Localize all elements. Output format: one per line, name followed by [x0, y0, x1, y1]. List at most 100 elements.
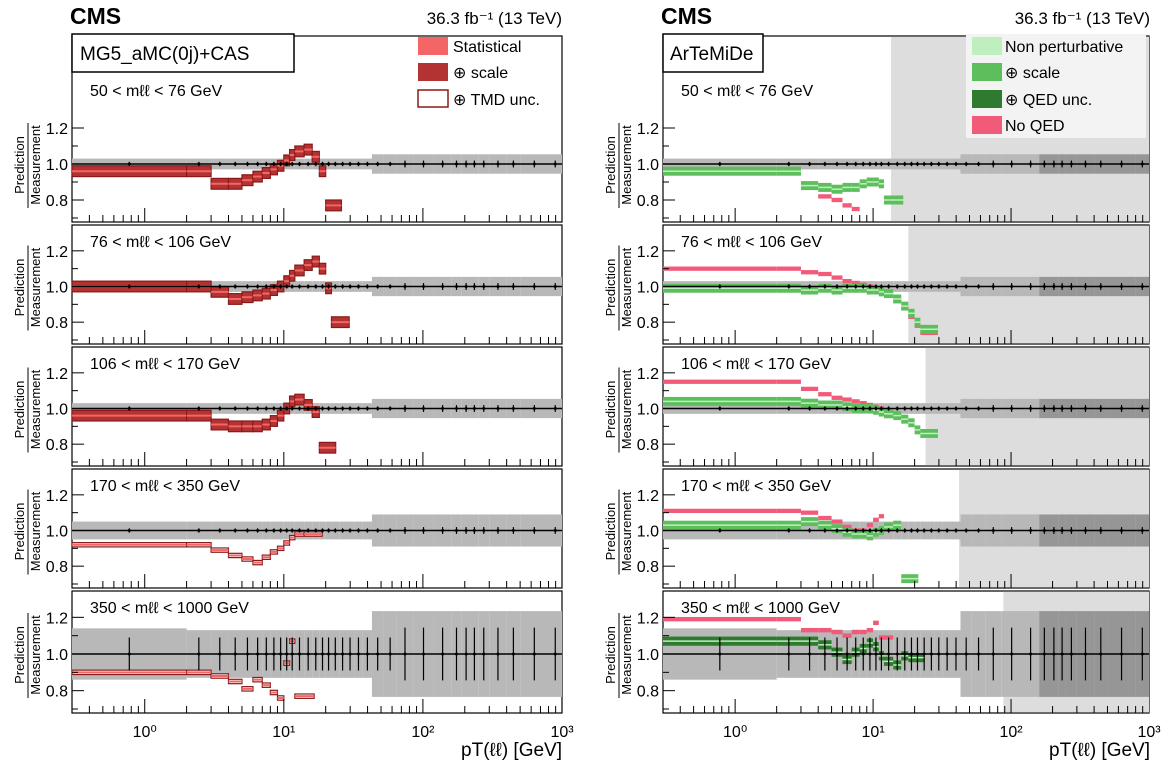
measurement-point [482, 652, 486, 656]
noqed-box [873, 517, 879, 522]
measurement-point [376, 285, 380, 288]
measurement-point [464, 652, 468, 656]
measurement-point [903, 285, 907, 288]
measurement-point [929, 285, 933, 288]
measurement-point [868, 529, 872, 532]
measurement-point [306, 162, 310, 166]
measurement-point [808, 529, 812, 532]
measurement-point [441, 652, 445, 656]
measurement-point [874, 407, 878, 410]
measurement-point [991, 407, 995, 410]
measurement-point [197, 652, 201, 656]
measurement-point [279, 407, 283, 410]
measurement-point [218, 407, 222, 410]
measurement-point [496, 529, 500, 532]
noqed-box [842, 633, 852, 638]
measurement-point [348, 652, 352, 656]
measurement-point [264, 529, 268, 532]
measurement-point [233, 162, 237, 166]
x-tick-label: 10³ [1137, 724, 1161, 741]
measurement-point [422, 162, 426, 166]
measurement-point [808, 652, 812, 656]
measurement-point [1010, 285, 1014, 288]
measurement-point [256, 652, 260, 656]
measurement-point [1069, 529, 1073, 532]
measurement-point [977, 652, 981, 656]
measurement-point [403, 162, 407, 166]
measurement-point [1099, 529, 1103, 532]
cms-label-left: CMS [70, 3, 121, 29]
measurement-point [861, 407, 865, 410]
measurement-point [787, 529, 791, 532]
y-tick-label: 0.8 [637, 684, 659, 701]
measurement-point [264, 652, 268, 656]
measurement-point [218, 285, 222, 288]
x-tick-label: 10³ [550, 724, 574, 741]
measurement-point [511, 162, 515, 166]
measurement-point [441, 162, 445, 166]
legend-statistical-swatch [418, 37, 448, 55]
measurement-point [403, 529, 407, 532]
measurement-point [1099, 162, 1103, 166]
legend-nonpert-swatch [972, 37, 1002, 55]
measurement-point [454, 285, 458, 288]
measurement-point [1029, 529, 1033, 532]
measurement-point [553, 529, 557, 532]
measurement-point [376, 407, 380, 410]
measurement-point [915, 407, 919, 410]
measurement-point [1083, 407, 1087, 410]
measurement-point [245, 652, 249, 656]
measurement-point [279, 285, 283, 288]
measurement-point [321, 529, 325, 532]
ylabel-numerator: Prediction [603, 503, 618, 561]
measurement-point [1120, 285, 1124, 288]
noqed-box [663, 616, 777, 622]
mass-range-label: 170 < mℓℓ < 350 GeV [681, 478, 831, 495]
measurement-point [285, 652, 289, 656]
measurement-point [861, 652, 865, 656]
y-tick-label: 1.2 [46, 244, 68, 261]
measurement-point [365, 529, 369, 532]
noqed-box [818, 392, 832, 397]
panel-2: 0.8 1.0 1.2 76 < mℓℓ < 106 GeV Prediction Mea… [12, 224, 563, 345]
measurement-point [861, 162, 865, 166]
measurement-point [403, 652, 407, 656]
measurement-point [388, 529, 392, 532]
measurement-point [314, 162, 318, 166]
x-tick-label: 10¹ [272, 724, 295, 741]
measurement-point [945, 529, 949, 532]
y-tick-label: 0.8 [637, 193, 659, 210]
legend-qed: ⊕ QED unc. [1005, 92, 1092, 109]
measurement-point [915, 652, 919, 656]
noqed-box [842, 524, 852, 530]
ylabel-numerator: Prediction [12, 626, 27, 684]
measurement-point [290, 529, 294, 532]
y-tick-label: 0.8 [46, 437, 68, 454]
noqed-box [878, 514, 885, 519]
measurement-point [356, 285, 360, 288]
measurement-point [903, 529, 907, 532]
measurement-point [422, 285, 426, 288]
measurement-point [922, 652, 926, 656]
measurement-point [823, 529, 827, 532]
measurement-point [909, 162, 913, 166]
measurement-point [964, 407, 968, 410]
measurement-point [290, 162, 294, 166]
measurement-point [1029, 407, 1033, 410]
legend-scale-right: ⊕ scale [1005, 65, 1060, 82]
legend-noqed: No QED [1005, 118, 1065, 135]
measurement-point [835, 407, 839, 410]
measurement-point [937, 285, 941, 288]
measurement-point [922, 407, 926, 410]
measurement-point [341, 162, 345, 166]
measurement-point [854, 652, 858, 656]
legend-scale: ⊕ scale [453, 65, 508, 82]
measurement-point [285, 162, 289, 166]
measurement-point [245, 162, 249, 166]
measurement-point [845, 529, 849, 532]
measurement-point [922, 285, 926, 288]
noqed-box [831, 629, 843, 635]
measurement-point [909, 652, 913, 656]
measurement-point [954, 529, 958, 532]
